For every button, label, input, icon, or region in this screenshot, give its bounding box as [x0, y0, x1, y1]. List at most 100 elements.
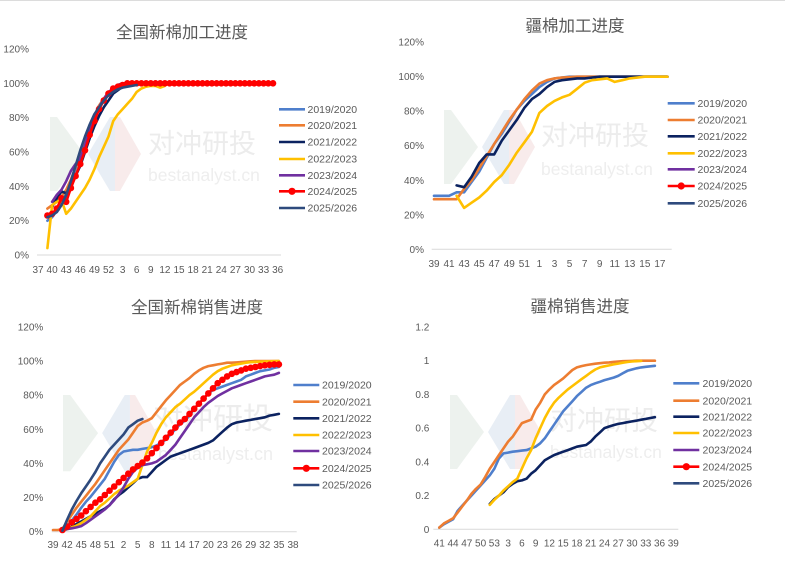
legend-item: 2023/2024: [293, 446, 372, 458]
x-tick-label: 26: [231, 540, 243, 551]
legend-label: 2023/2024: [322, 446, 372, 458]
x-tick-label: 32: [259, 540, 271, 551]
plot-area: [51, 359, 283, 534]
series-2025-2026: [46, 83, 138, 219]
legend-label: 2020/2021: [698, 115, 748, 127]
legend-item: 2024/2025: [293, 463, 372, 475]
series-2022-2023: [61, 359, 281, 533]
series-2024-2025: [59, 361, 283, 534]
x-tick-label: 27: [230, 265, 242, 276]
data-point: [194, 80, 202, 87]
legend-item: 2020/2021: [279, 120, 357, 132]
legend: 2019/2020 2020/2021 2021/2022 2022/2023 2023…: [667, 98, 748, 210]
x-tick-label: 36: [654, 539, 666, 550]
legend-marker: [682, 463, 690, 471]
series-2021-2022: [488, 415, 657, 506]
y-tick-label: 40%: [9, 182, 29, 193]
legend-label: 2021/2022: [322, 413, 372, 425]
watermark-logo-shape: [129, 395, 157, 472]
legend-label: 2020/2021: [703, 395, 753, 407]
data-point: [213, 80, 220, 87]
legend-item: 2019/2020: [279, 104, 357, 116]
legend-item: 2023/2024: [667, 164, 747, 176]
legend-label: 2024/2025: [308, 186, 358, 198]
data-point: [166, 80, 173, 87]
data-point: [138, 80, 145, 87]
x-tick-label: 1: [537, 259, 543, 270]
data-point: [208, 80, 216, 87]
legend-marker: [288, 187, 296, 195]
legend-label: 2023/2024: [308, 170, 358, 182]
x-tick-label: 6: [134, 265, 140, 276]
legend-label: 2022/2023: [322, 430, 372, 442]
x-tick-label: 3: [120, 265, 126, 276]
x-tick-label: 51: [519, 259, 531, 270]
x-tick-label: 9: [148, 265, 154, 276]
series-line-2022-2023: [61, 359, 281, 533]
x-tick-label: 3: [505, 539, 511, 550]
y-tick-label: 80%: [9, 113, 29, 124]
data-point: [96, 496, 104, 503]
legend-item: 2021/2022: [667, 131, 747, 143]
legend-label: 2021/2022: [703, 411, 753, 423]
legend-label: 2025/2026: [308, 203, 358, 215]
data-point: [227, 80, 234, 87]
x-tick-label: 13: [624, 259, 636, 270]
legend-item: 2024/2025: [673, 461, 752, 473]
legend-item: 2025/2026: [293, 480, 372, 492]
data-point: [86, 131, 93, 139]
x-tick-label: 48: [90, 540, 102, 551]
x-tick-label: 8: [149, 540, 155, 551]
data-point: [152, 80, 159, 87]
x-tick-label: 27: [613, 539, 625, 550]
series-line-2025-2026: [46, 83, 138, 219]
y-tick-label: 80%: [404, 107, 424, 118]
chart-xinjiang-processing: 对冲研投bestanalyst.cn疆棉加工进度0%20%40%60%80%10…: [398, 16, 747, 270]
legend-item: 2023/2024: [673, 445, 752, 457]
x-tick-label: 43: [459, 259, 471, 270]
series-line-2021-2022: [61, 412, 281, 533]
legend-item: 2022/2023: [293, 430, 372, 442]
data-point: [175, 80, 183, 87]
data-point: [209, 385, 217, 392]
legend-label: 2020/2021: [308, 120, 358, 132]
x-tick-label: 43: [61, 265, 73, 276]
chart-title: 全国新棉加工进度: [116, 23, 248, 42]
x-tick-label: 30: [626, 539, 638, 550]
x-tick-label: 45: [76, 540, 88, 551]
x-tick-label: 2: [121, 540, 127, 551]
data-point: [203, 80, 211, 87]
watermark-logo: [50, 117, 141, 191]
legend-item: 2022/2023: [279, 154, 357, 166]
x-tick-label: 38: [287, 540, 299, 551]
x-tick-label: 14: [174, 540, 186, 551]
y-axis: 0% 20% 40% 60% 80% 100% 120%: [18, 322, 44, 538]
watermark: 对冲研投 bestanalyst.cn: [444, 110, 653, 184]
data-point: [124, 80, 131, 87]
data-point: [129, 466, 137, 473]
series-line-2023-2024: [61, 371, 281, 532]
watermark-text-en: bestanalyst.cn: [541, 159, 653, 179]
x-tick-label: 3: [552, 259, 558, 270]
data-point: [156, 80, 164, 87]
y-tick-label: 80%: [23, 391, 43, 402]
x-axis: 41 44 47 50 53 3 6 9 12 15 18 21 24 27 30 33 36 39: [433, 528, 679, 550]
chart-title: 疆棉加工进度: [526, 16, 625, 35]
data-point: [176, 419, 184, 426]
data-point: [246, 80, 253, 87]
x-tick-label: 30: [244, 265, 256, 276]
x-tick-label: 47: [461, 539, 473, 550]
x-tick-label: 24: [599, 539, 611, 550]
series-2021-2022: [455, 75, 669, 189]
y-tick-label: 0.6: [415, 424, 429, 435]
y-tick-label: 100%: [18, 357, 44, 368]
legend-label: 2022/2023: [703, 428, 753, 440]
x-tick-label: 39: [47, 540, 59, 551]
chart-xinjiang-sales: 对冲研投 bestanalyst.cn 疆棉销售进度 0 0.2 0.4 0.6 0.8 1 1.…: [415, 297, 752, 550]
legend-label: 2024/2025: [698, 181, 748, 193]
legend-label: 2025/2026: [322, 480, 372, 492]
data-point: [77, 512, 85, 519]
y-axis: 0 0.2 0.4 0.6 0.8 1 1.2: [415, 322, 429, 535]
legend-item: 2025/2026: [673, 478, 752, 490]
